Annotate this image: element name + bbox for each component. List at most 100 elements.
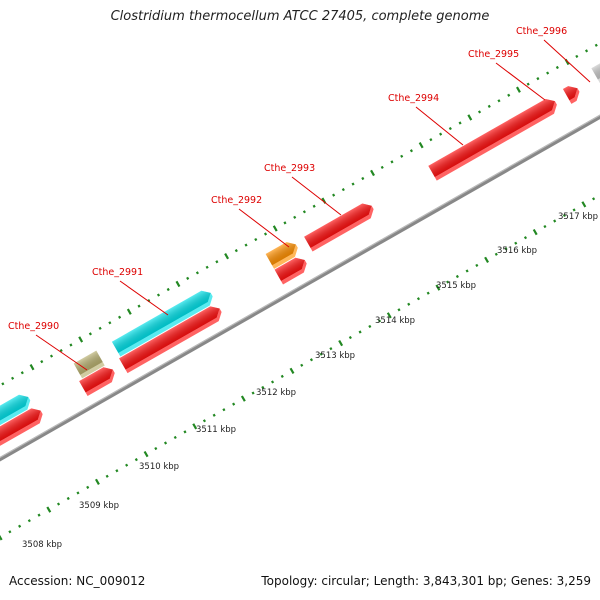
scale-labels-layer: 3508 kbp 3509 kbp 3510 kbp 3511 kbp 3512 kbp… [22,212,598,550]
upper-tick-mark [137,304,141,308]
genome-backbone-highlight [0,114,600,459]
upper-tick-mark [69,343,73,347]
lower-tick-mark [407,302,411,306]
gene-red-cthe-2993 [304,203,374,252]
scale-label-3509-kbp: 3509 kbp [79,501,119,511]
upper-tick-mark [302,210,306,214]
callout-line-cthe_2993 [291,176,342,216]
upper-tick-mark [234,249,238,253]
lower-tick-mark [484,256,490,264]
lower-tick-mark [562,213,566,218]
gene-red-left [0,408,43,463]
lower-tick-mark [348,335,352,340]
genes-layer [0,42,600,463]
upper-tick-mark [361,176,365,181]
gene-red-below-2991 [119,306,222,374]
upper-tick-mark [126,308,132,315]
lower-tick-mark [212,413,216,417]
lower-tick-mark [329,347,333,351]
gene-callouts-layer: Cthe_2990 Cthe_2991 Cthe_2992 Cthe_2993 Cthe… [8,26,591,371]
upper-tick-mark [244,243,248,247]
upper-tick-mark [380,165,384,169]
upper-tick-mark [546,71,550,75]
lower-tick-mark [300,363,304,367]
lower-tick-mark [183,430,187,434]
upper-tick-mark [224,253,230,260]
gene-label-cthe_2993: Cthe_2993 [264,163,315,174]
lower-tick-mark [523,236,528,240]
map-title: Clostridium thermocellum ATCC 27405, com… [110,9,490,24]
upper-tick-mark [390,160,394,164]
lower-tick-mark [553,219,557,223]
lower-tick-mark [514,241,518,245]
upper-tick-mark [108,321,112,325]
lower-tick-mark [504,247,508,251]
upper-tick-mark [418,142,424,149]
lower-tick-mark [105,474,109,478]
upper-tick-mark [370,169,375,177]
lower-tick-mark [251,391,255,395]
lower-tick-mark [8,530,12,534]
lower-tick-mark [435,284,441,291]
callout-line-cthe_2994 [415,106,464,146]
upper-tick-mark [497,99,501,103]
callout-line-cthe_2991 [119,280,169,316]
lower-tick-mark [232,402,236,406]
lower-tick-mark [18,524,22,528]
upper-tick-mark [254,237,258,242]
gene-red-cthe-2995 [562,86,580,104]
lower-tick-mark [115,469,119,473]
lower-tick-mark [134,458,138,462]
upper-tick-mark [555,65,559,70]
upper-tick-mark [1,382,5,386]
lower-tick-mark [173,435,177,440]
upper-tick-mark [78,336,84,343]
upper-tick-mark [439,132,443,136]
lower-tick-mark [397,308,401,312]
lower-tick-mark [543,224,547,229]
upper-tick-mark [351,182,355,186]
upper-tick-mark [175,280,181,288]
lower-tick-mark [154,446,158,451]
lower-tick-mark [358,330,362,334]
scale-label-3512-kbp: 3512 kbp [256,388,296,398]
gene-red-below-2992 [274,257,307,285]
lower-tick-mark [455,274,459,279]
upper-tick-mark [507,93,511,97]
callout-line-cthe_2992 [238,208,290,248]
lower-tick-mark [532,228,538,236]
lower-tick-mark [94,478,100,485]
lower-tick-mark [56,502,61,506]
gene-cyan-left [0,394,31,445]
upper-tick-mark [156,293,161,297]
upper-tick-mark [477,110,482,114]
scale-label-3513-kbp: 3513 kbp [315,351,355,361]
upper-tick-mark [29,364,35,371]
lower-tick-mark [86,485,90,489]
upper-tick-mark [575,54,579,58]
lower-tick-mark [592,197,596,201]
lower-tick-mark [240,395,246,402]
gene-label-cthe_2992: Cthe_2992 [211,195,262,206]
lower-tick-mark [309,358,314,362]
lower-tick-mark [66,496,70,501]
lower-tick-mark [46,506,52,513]
lower-tick-mark [475,263,479,267]
backbone-layer [0,114,600,462]
lower-tick-mark [446,280,450,284]
lower-tick-mark [261,385,265,390]
upper-tick-mark [487,104,491,108]
lower-tick-mark [494,252,498,256]
lower-tick-mark [581,201,587,208]
upper-tick-mark [429,138,433,142]
lower-tick-mark [202,419,206,423]
upper-tick-mark [272,225,278,232]
upper-tick-mark [88,332,92,336]
upper-tick-mark [166,287,170,292]
gene-label-cthe_2994: Cthe_2994 [388,93,439,104]
lower-tick-mark [76,491,80,495]
topology-text: Topology: circular; Length: 3,843,301 bp… [261,574,591,588]
lower-tick-mark [163,441,168,445]
lower-tick-mark [319,352,323,356]
upper-tick-mark [118,315,122,319]
